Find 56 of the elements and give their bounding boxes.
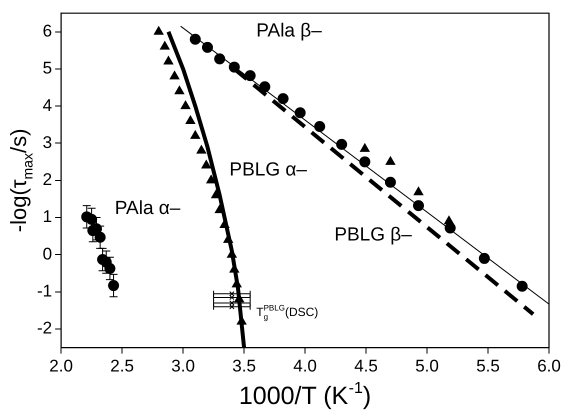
y-tick-label: 4: [42, 96, 52, 115]
x-tick-label: 5.0: [415, 356, 439, 376]
annotation: PAla α–: [114, 198, 181, 219]
point: [414, 186, 424, 196]
x-tick-label: 5.5: [476, 356, 500, 376]
point: [196, 145, 206, 154]
point: [228, 62, 240, 73]
point: [478, 252, 490, 264]
y-tick-label: 6: [42, 21, 52, 40]
annotation: PBLG β–: [334, 224, 412, 246]
point: [360, 143, 370, 152]
point: [164, 56, 174, 64]
point: [244, 70, 256, 82]
x-tick-label: 3.5: [232, 356, 256, 376]
annotation: PBLG α–: [229, 159, 308, 180]
point: [314, 121, 326, 132]
point: [412, 200, 424, 212]
x-tick-label: 4.0: [293, 356, 317, 376]
point: [190, 130, 200, 139]
point: [174, 86, 184, 94]
point: [278, 93, 289, 104]
x-tick-label: 4.5: [354, 356, 378, 376]
point: [170, 70, 180, 80]
point: [186, 115, 196, 124]
annotation: PAla β–: [256, 20, 322, 42]
point: [336, 138, 348, 150]
y-tick-label: 2: [42, 170, 52, 190]
point: [229, 304, 234, 310]
point: [206, 174, 216, 184]
point: [516, 280, 528, 292]
point: [259, 81, 270, 92]
point: [190, 34, 201, 45]
point: [154, 26, 164, 35]
y-tick-label: 0: [42, 244, 52, 264]
y-tick-label: 3: [42, 132, 52, 152]
point: [294, 107, 306, 118]
point: [202, 42, 213, 53]
y-tick-label: -2: [36, 318, 52, 338]
y-tick-label: 5: [42, 58, 52, 78]
x-tick-label: 2.5: [110, 356, 134, 376]
point: [214, 53, 226, 64]
point: [160, 41, 170, 50]
y-tick-label: -1: [36, 282, 52, 301]
point: [359, 156, 370, 168]
y-tick-label: 1: [42, 207, 52, 226]
point: [229, 291, 234, 296]
point: [180, 100, 190, 110]
x-tick-label: 6.0: [537, 356, 561, 376]
point: [384, 176, 396, 188]
point: [108, 280, 120, 292]
x-tick-label: 3.0: [171, 356, 195, 376]
y-axis-title: -log(τmax/s): [6, 128, 36, 232]
point: [444, 222, 456, 234]
point: [386, 156, 396, 165]
point: [201, 160, 212, 169]
x-tick-label: 2.0: [49, 356, 73, 376]
